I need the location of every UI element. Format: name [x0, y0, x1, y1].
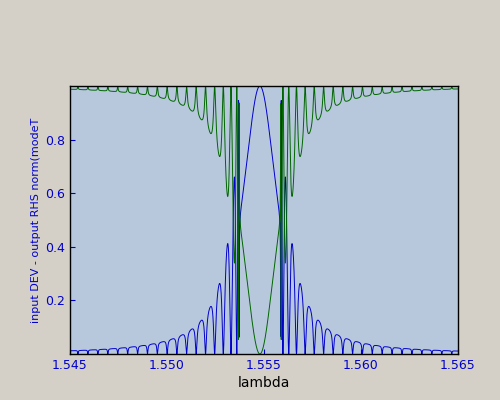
Y-axis label: input DEV - output RHS norm(modeT: input DEV - output RHS norm(modeT [31, 117, 41, 323]
X-axis label: lambda: lambda [238, 376, 290, 390]
